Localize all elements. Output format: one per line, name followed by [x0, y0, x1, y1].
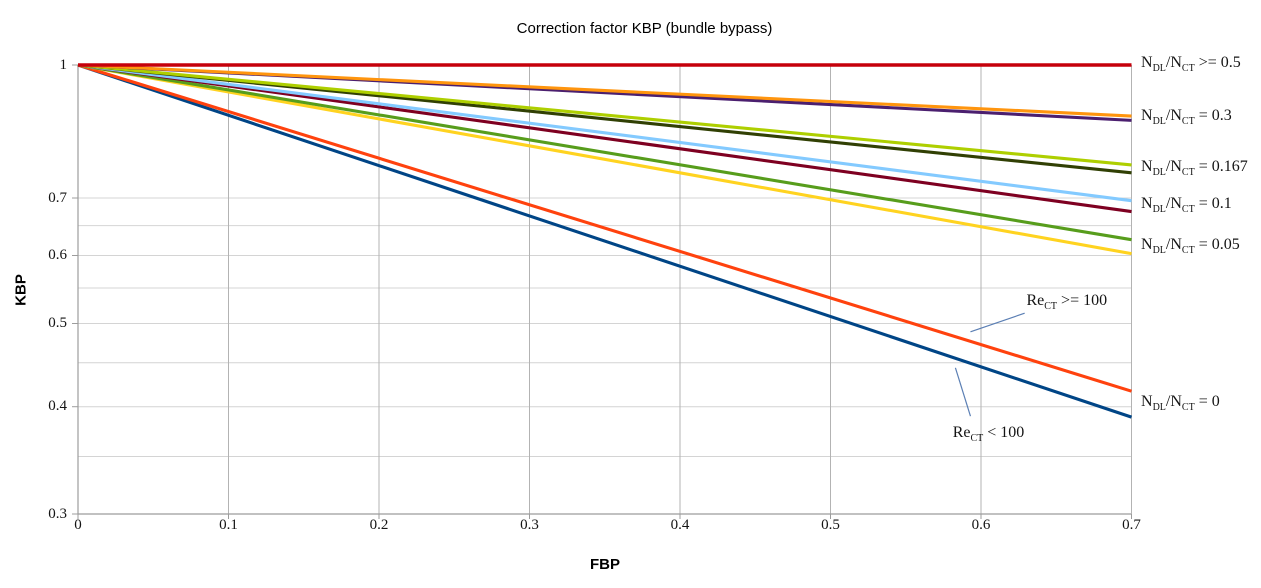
series-label-5: NDL/NCT = 0 [1141, 393, 1220, 417]
label-text: N [1141, 107, 1153, 125]
annotation-label-0: ReCT >= 100 [1026, 292, 1107, 312]
x-tick-label: 0.6 [971, 517, 991, 533]
x-axis-title: FBP [590, 556, 620, 573]
label-text: >= 100 [1057, 291, 1108, 309]
x-tick-label: 0.3 [520, 517, 539, 533]
x-tick-label: 0.5 [821, 517, 840, 533]
series-line-1 [77, 63, 1132, 393]
y-tick-label: 0.5 [48, 314, 67, 331]
label-text: /N [1165, 235, 1182, 253]
label-text: /N [1165, 195, 1182, 213]
label-subscript: CT [1181, 166, 1195, 178]
series-line-7 [77, 63, 1132, 167]
label-text: = 0.167 [1194, 157, 1248, 175]
annotation-leader-line [970, 312, 1025, 333]
series-line-0 [77, 63, 1132, 419]
series-line-3 [77, 63, 1132, 242]
label-subscript: CT [1181, 204, 1195, 216]
label-subscript: DL [1152, 244, 1166, 256]
label-subscript: DL [1152, 63, 1166, 74]
label-subscript: CT [1181, 402, 1195, 414]
label-subscript: DL [1152, 166, 1166, 178]
annotation-leader-line [954, 367, 972, 417]
series-label-3: NDL/NCT = 0.1 [1141, 195, 1232, 219]
label-text: /N [1165, 157, 1182, 175]
label-subscript: DL [1152, 402, 1166, 414]
label-text: = 0.3 [1194, 107, 1232, 125]
x-tick-label: 0 [74, 517, 82, 533]
y-tick-label: 1 [59, 56, 68, 73]
label-text: /N [1165, 54, 1182, 71]
label-text: Re [952, 423, 971, 441]
label-text: >= 0.5 [1194, 54, 1241, 71]
x-tick-label: 0.1 [219, 517, 238, 533]
label-subscript: DL [1152, 116, 1166, 128]
label-text: Re [1026, 291, 1045, 309]
label-text: /N [1165, 393, 1182, 411]
label-subscript: DL [1152, 204, 1166, 216]
label-subscript: CT [1181, 244, 1195, 256]
y-axis-title: KBP [12, 274, 30, 306]
x-tick-label: 0.4 [670, 517, 690, 533]
label-text: = 0.05 [1194, 235, 1240, 253]
y-tick-label: 0.4 [48, 398, 67, 415]
x-tick-label: 0.7 [1122, 517, 1141, 533]
label-text: N [1141, 195, 1153, 213]
label-text: N [1141, 393, 1153, 411]
label-text: N [1141, 54, 1153, 71]
series-line-9 [77, 63, 1132, 118]
label-text: = 0.1 [1194, 195, 1232, 213]
series-line-4 [77, 63, 1132, 214]
label-text: N [1141, 235, 1153, 253]
series-label-4: NDL/NCT = 0.05 [1141, 236, 1240, 260]
label-text: < 100 [983, 423, 1025, 441]
label-subscript: CT [1181, 116, 1195, 128]
y-tick-label: 0.7 [48, 189, 67, 206]
label-text: N [1141, 157, 1153, 175]
series-line-5 [77, 63, 1132, 203]
y-tick-label: 0.6 [48, 247, 67, 263]
label-text: = 0 [1194, 393, 1220, 411]
series-label-1: NDL/NCT = 0.3 [1141, 107, 1232, 131]
label-text: /N [1165, 107, 1182, 125]
series-label-0: NDL/NCT >= 0.5 [1141, 54, 1241, 78]
label-subscript: CT [1181, 63, 1195, 74]
series-line-2 [77, 63, 1132, 256]
chart-title: Correction factor KBP (bundle bypass) [516, 20, 773, 37]
annotation-label-1: ReCT < 100 [953, 424, 1025, 444]
series-label-2: NDL/NCT = 0.167 [1141, 158, 1248, 182]
x-tick-label: 0.2 [369, 517, 389, 533]
label-subscript: CT [970, 432, 984, 444]
label-subscript: CT [1044, 300, 1058, 312]
y-tick-label: 0.3 [48, 505, 67, 522]
